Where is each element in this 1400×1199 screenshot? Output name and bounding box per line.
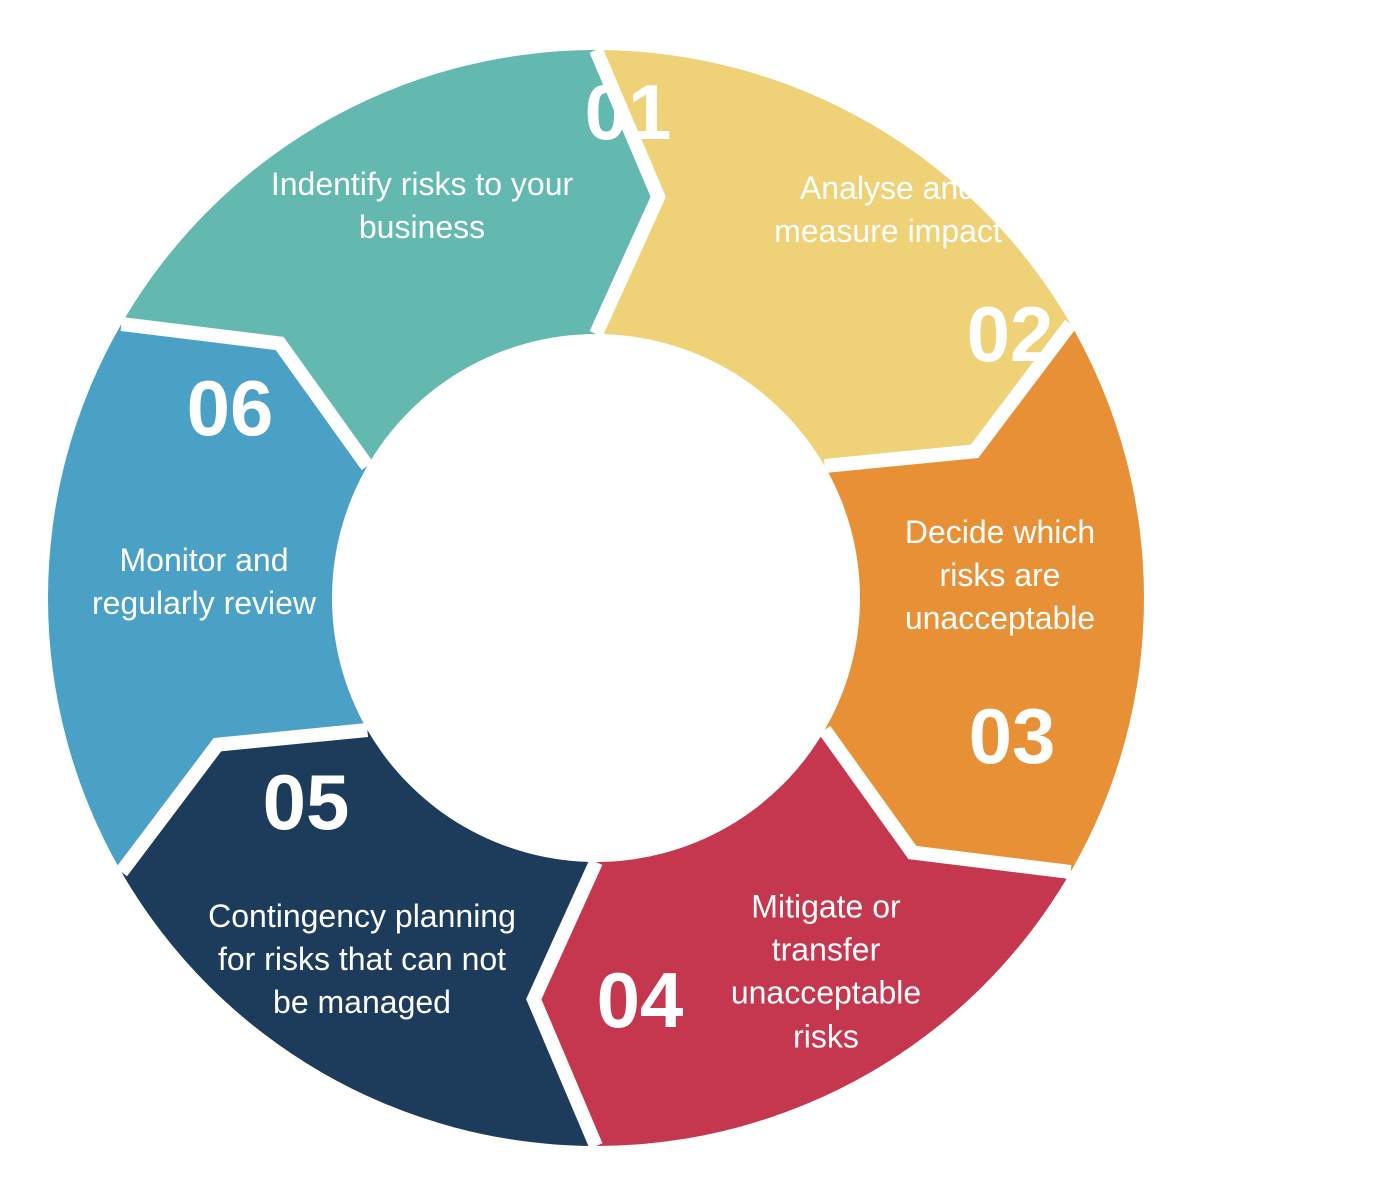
segment-number-01: 01 (585, 73, 672, 151)
segment-number-02: 02 (967, 295, 1054, 373)
segment-label-02: Analyse and measure impact (738, 167, 1038, 253)
segment-number-05: 05 (263, 763, 350, 841)
diagram-stage: 01Indentify risks to your business 02 Anal… (0, 0, 1400, 1199)
segment-number-03: 03 (969, 697, 1056, 775)
center-hole (333, 335, 859, 861)
segment-number-04: 04 (597, 961, 684, 1039)
segment-label-06: Monitor and regularly review (74, 539, 334, 625)
segment-label-04: Mitigate or transfer unacceptable risks (696, 886, 956, 1059)
segment-label-01: Indentify risks to your business (267, 163, 577, 249)
segment-label-03: Decide which risks are unacceptable (870, 511, 1130, 641)
segment-number-06: 06 (187, 369, 274, 447)
segment-label-05: Contingency planning for risks that can … (197, 895, 527, 1025)
